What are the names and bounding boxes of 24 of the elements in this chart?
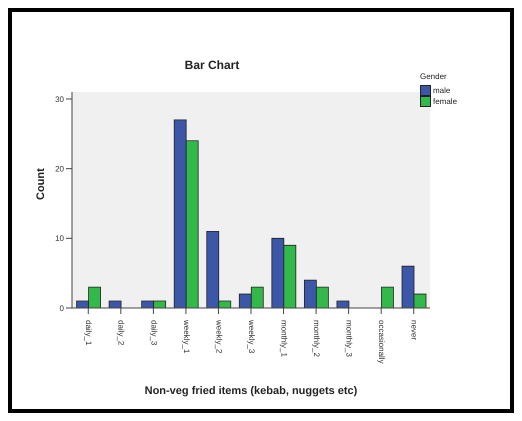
bar bbox=[108, 300, 122, 308]
x-tick-label: never bbox=[410, 320, 419, 340]
x-tick-label: weekly_3 bbox=[246, 319, 256, 354]
x-tick-label: occasionally bbox=[377, 320, 386, 364]
y-tick-label: 10 bbox=[55, 234, 65, 244]
x-tick-label: weekly_1 bbox=[182, 319, 191, 354]
legend-title: Gender bbox=[420, 72, 448, 81]
x-tick-label: daily_2 bbox=[116, 320, 126, 346]
x-tick-label: daily_3 bbox=[149, 320, 158, 346]
bar bbox=[336, 300, 350, 308]
x-tick-label: monthly_2 bbox=[312, 320, 321, 358]
x-tick-label: daily_1 bbox=[84, 320, 94, 346]
chart-title: Bar Chart bbox=[184, 58, 240, 72]
x-tick-label: monthly_1 bbox=[279, 320, 288, 358]
x-tick-label: weekly_2 bbox=[214, 319, 224, 354]
x-axis-title: Non-veg fried items (kebab, nuggets etc) bbox=[144, 385, 358, 397]
y-tick-label: 20 bbox=[55, 164, 65, 174]
y-axis-title: Count bbox=[34, 168, 47, 200]
legend-label: male bbox=[433, 86, 450, 95]
legend-label: female bbox=[433, 97, 458, 106]
y-tick-label: 30 bbox=[55, 94, 65, 104]
bar bbox=[381, 286, 394, 308]
y-tick-label: 0 bbox=[60, 304, 65, 313]
x-tick-label: monthly_3 bbox=[344, 320, 354, 358]
